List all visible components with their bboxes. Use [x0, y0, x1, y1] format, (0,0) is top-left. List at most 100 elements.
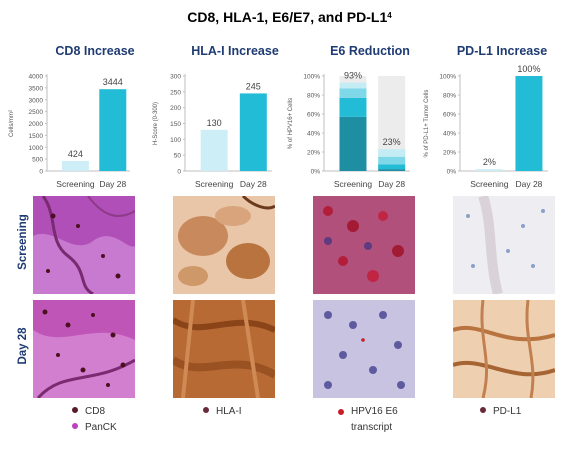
bar: [239, 93, 267, 171]
legend-item-e6: HPV16 E6 transcript: [338, 404, 418, 436]
y-tick-label: 150: [170, 121, 181, 128]
y-tick-label: 250: [170, 89, 181, 96]
y-tick-label: 100%: [303, 74, 320, 81]
figure-title: CD8, HLA-1, E6/E7, and PD-L14: [0, 9, 579, 25]
micrograph-hla-screening: [173, 196, 275, 294]
figure-title-reference: 4: [387, 11, 392, 20]
row-label-screening: Screening: [17, 214, 29, 270]
data-label: 130: [207, 118, 222, 128]
micrograph-pdl1-day28: [453, 300, 555, 398]
data-label: 424: [68, 149, 83, 159]
legend-dot-e6: [338, 409, 344, 415]
row-label-day28: Day 28: [17, 327, 29, 365]
micrograph-cd8-screening: [33, 196, 135, 294]
bar: [61, 160, 89, 171]
y-tick-label: 2500: [29, 109, 44, 116]
bar: [200, 129, 228, 171]
y-tick-label: 4000: [29, 74, 44, 81]
y-tick-label: 200: [170, 105, 181, 112]
y-axis-label: H-Score (0-300): [153, 102, 159, 145]
category-label: Day 28: [515, 179, 542, 189]
y-tick-label: 0%: [311, 169, 321, 176]
micrograph-pdl1-screening-image: [453, 196, 555, 294]
micrograph-hla-screening-image: [173, 196, 275, 294]
category-label: Day 28: [378, 179, 405, 189]
legend-item-hla: HLA-I: [203, 404, 242, 420]
y-tick-label: 500: [32, 157, 43, 164]
category-label: Screening: [334, 179, 373, 189]
category-label: Day 28: [240, 179, 267, 189]
bar: [475, 169, 503, 171]
micrograph-pdl1-screening: [453, 196, 555, 294]
data-label: 245: [246, 81, 261, 91]
y-tick-label: 40%: [443, 131, 456, 138]
y-tick-label: 50: [174, 153, 182, 160]
y-tick-label: 60%: [307, 112, 320, 119]
category-label: Screening: [470, 179, 509, 189]
legend-item-panck: PanCK: [72, 420, 117, 436]
panel-title-e6: E6 Reduction: [330, 44, 410, 58]
legend-dot-pdl1: [480, 407, 486, 413]
legend-label-e6: HPV16 E6 transcript: [351, 406, 398, 433]
category-label: Screening: [56, 179, 95, 189]
bar-segment: [378, 149, 406, 157]
data-label: 23%: [383, 137, 401, 147]
legend-hla: HLA-I: [203, 404, 242, 420]
legend-dot-hla: [203, 407, 209, 413]
bar-segment: [339, 82, 367, 89]
y-tick-label: 3000: [29, 97, 44, 104]
bar-segment: [339, 97, 367, 117]
micrograph-e6-screening-image: [313, 196, 415, 294]
y-tick-label: 0: [39, 169, 43, 176]
y-tick-label: 40%: [307, 131, 320, 138]
chart-pdl1: 0% 20% 40% 60% 80% 100% % of PD-L1+ Tumor Cell…: [424, 64, 548, 189]
y-tick-label: 20%: [307, 150, 320, 157]
y-tick-label: 60%: [443, 112, 456, 119]
bar-segment: [378, 164, 406, 170]
y-tick-label: 2000: [29, 121, 44, 128]
legend-dot-cd8: [72, 407, 78, 413]
legend-label-panck: PanCK: [85, 422, 117, 433]
micrograph-cd8-screening-image: [33, 196, 135, 294]
legend-label-hla: HLA-I: [216, 406, 242, 417]
bar-segment: [378, 169, 406, 171]
legend-label-pdl1: PD-L1: [493, 406, 522, 417]
y-tick-label: 0%: [447, 169, 457, 176]
category-label: Day 28: [99, 179, 126, 189]
data-label: 100%: [517, 64, 540, 74]
micrograph-cd8-day28-image: [33, 300, 135, 398]
chart-hla: 0 50 100 150 200 250 300 H-Score (0-300) 130 Scre…: [153, 74, 272, 189]
y-tick-label: 20%: [443, 150, 456, 157]
legend-cd8: CD8 PanCK: [72, 404, 117, 436]
data-label: 93%: [344, 71, 362, 81]
chart-e6: 0% 20% 40% 60% 80% 100% % of HPV16+ Cells 93% Sc…: [288, 71, 410, 189]
y-tick-label: 300: [170, 74, 181, 81]
panel-title-pdl1: PD-L1 Increase: [456, 44, 548, 58]
y-axis-label: Cells/mm²: [9, 110, 15, 137]
data-label: 2%: [483, 157, 496, 167]
y-tick-label: 80%: [443, 93, 456, 100]
y-tick-label: 80%: [307, 93, 320, 100]
micrograph-e6-screening: [313, 196, 415, 294]
legend-label-cd8: CD8: [85, 406, 106, 417]
y-tick-label: 1000: [29, 145, 44, 152]
micrograph-e6-day28-image: [313, 300, 415, 398]
legend-e6: HPV16 E6 transcript: [338, 404, 418, 436]
y-tick-label: 100%: [439, 74, 456, 81]
bar: [99, 89, 127, 171]
micrograph-pdl1-day28-image: [453, 300, 555, 398]
micrograph-hla-day28-image: [173, 300, 275, 398]
category-label: Screening: [195, 179, 234, 189]
chart-cd8: 0 500 1000 1500 2000 2500 3000 3500 4000 Cells/mm…: [9, 74, 130, 189]
micrograph-hla-day28: [173, 300, 275, 398]
bar-segment: [378, 156, 406, 165]
y-tick-label: 0: [177, 169, 181, 176]
y-axis-label: % of HPV16+ Cells: [288, 98, 294, 149]
legend-pdl1: PD-L1: [480, 404, 521, 420]
bar: [515, 76, 543, 171]
y-tick-label: 100: [170, 137, 181, 144]
y-tick-label: 1500: [29, 133, 44, 140]
micrograph-e6-day28: [313, 300, 415, 398]
data-label: 3444: [103, 77, 123, 87]
legend-item-pdl1: PD-L1: [480, 404, 521, 420]
